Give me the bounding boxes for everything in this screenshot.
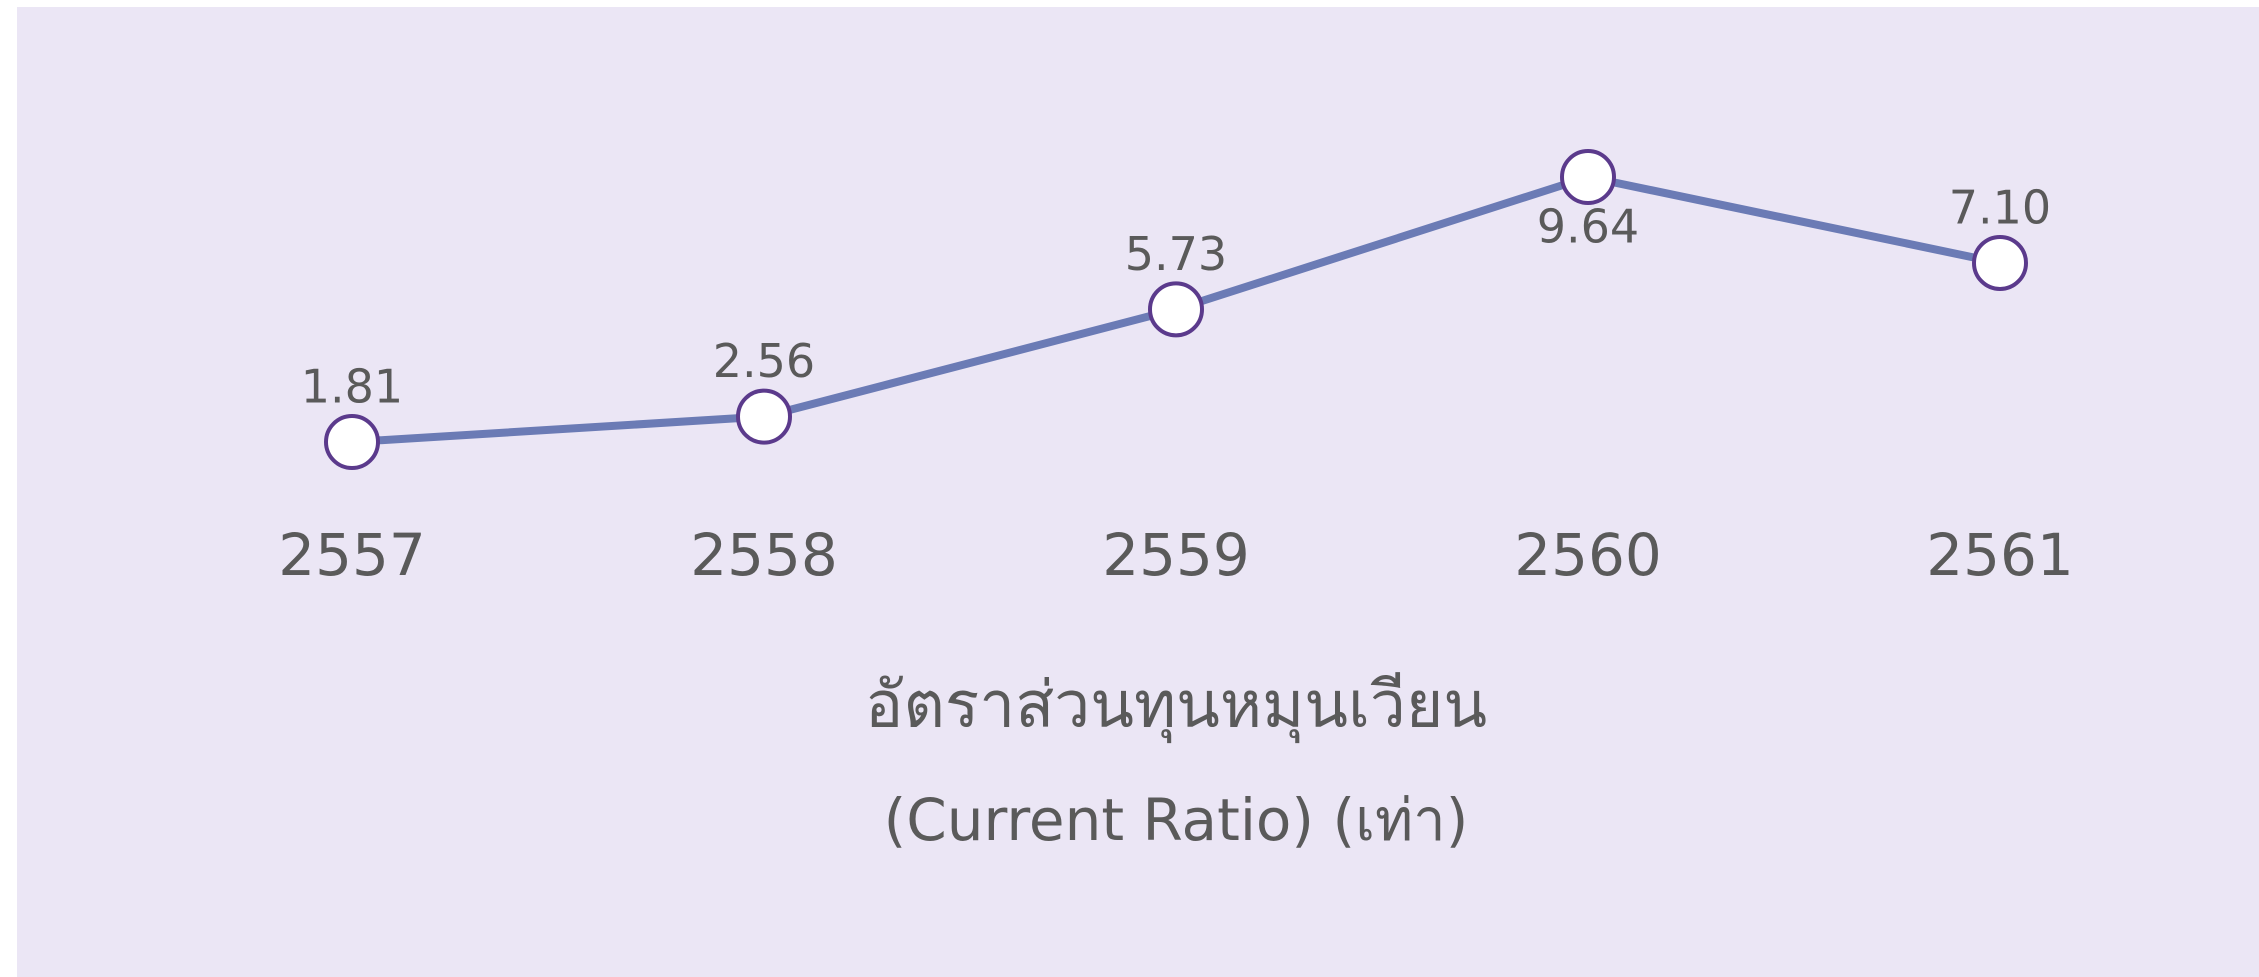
- panel: [17, 7, 2259, 977]
- marker: [324, 414, 380, 470]
- x-tick-label: 2560: [1514, 521, 1662, 589]
- marker: [1560, 149, 1616, 205]
- data-label: 1.81: [301, 360, 403, 414]
- data-label: 7.10: [1949, 180, 2051, 234]
- marker: [736, 388, 792, 445]
- x-tick-label: 2558: [690, 521, 838, 589]
- data-label: 5.73: [1125, 227, 1227, 281]
- marker: [1148, 281, 1204, 338]
- x-tick-label: 2559: [1102, 521, 1250, 589]
- data-label: 9.64: [1537, 200, 1639, 254]
- x-tick-label: 2561: [1926, 521, 2074, 589]
- chart-subtitle: (Current Ratio) (เท่า): [884, 786, 1469, 854]
- chart-title: อัตราส่วนทุนหมุนเวียน: [865, 669, 1487, 744]
- marker: [1972, 234, 2028, 291]
- data-label: 2.56: [713, 334, 815, 388]
- x-tick-label: 2557: [278, 521, 426, 589]
